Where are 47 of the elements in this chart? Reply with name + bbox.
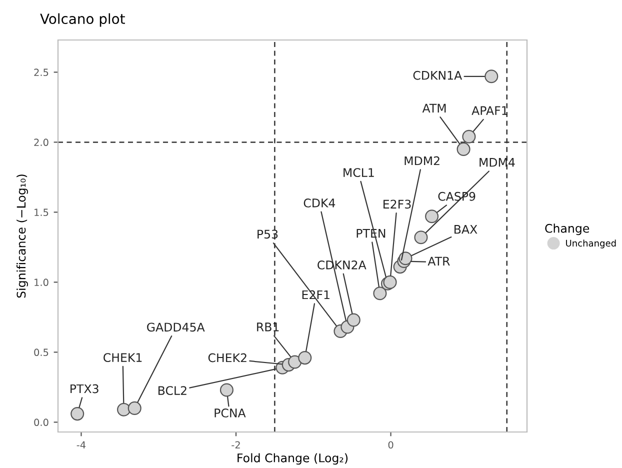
annotation: CHEK2 (208, 353, 246, 362)
y-tick-label: 2.5 (34, 68, 48, 76)
point (373, 286, 387, 300)
x-tick-label: -4 (76, 441, 86, 448)
legend-label: Unchanged (566, 240, 616, 248)
annotation: E2F3 (384, 200, 411, 209)
point (398, 252, 412, 266)
annotation: P53 (258, 230, 278, 239)
legend-title: Change (545, 224, 590, 236)
annotation: GADD45A (147, 322, 205, 332)
annotation: CDKN1A (413, 70, 462, 80)
x-tick-label: 0 (388, 441, 394, 449)
point (70, 407, 84, 421)
annotation: CHEK1 (104, 353, 142, 362)
annotation: BAX (454, 225, 478, 234)
point (414, 230, 428, 244)
point (462, 130, 476, 144)
annotation: RB1 (257, 322, 279, 332)
point (117, 402, 131, 416)
point (128, 401, 142, 415)
point (484, 70, 498, 84)
x-tick-label: -2 (232, 441, 240, 448)
y-tick-label: 2.0 (34, 138, 48, 146)
annotation: MDM4 (480, 158, 515, 167)
annotation: ATR (428, 256, 450, 266)
annotation: CDK4 (304, 198, 336, 208)
x-axis-title: Fold Change (Log₂) (238, 453, 348, 465)
annotation: PCNA (214, 408, 246, 418)
chart-title: Volcano plot (40, 13, 125, 27)
point (425, 210, 439, 224)
point (298, 351, 312, 365)
point (288, 355, 302, 369)
annotation: APAF1 (472, 106, 508, 115)
y-tick-label: 0.5 (34, 348, 48, 356)
annotation: MDM2 (404, 156, 440, 166)
y-tick-label: 0.0 (34, 418, 48, 426)
y-tick-label: 1.0 (34, 278, 48, 286)
point (383, 275, 397, 289)
annotation: ATM (422, 104, 446, 112)
annotation: BCL2 (158, 386, 186, 396)
point (346, 313, 360, 327)
annotation: MCL1 (344, 168, 374, 178)
y-axis-title: Significance (−Log₁₀) (16, 174, 28, 298)
point (456, 142, 470, 156)
point (220, 383, 234, 397)
annotation: PTX3 (70, 384, 98, 394)
y-tick-label: 1.5 (34, 208, 48, 216)
